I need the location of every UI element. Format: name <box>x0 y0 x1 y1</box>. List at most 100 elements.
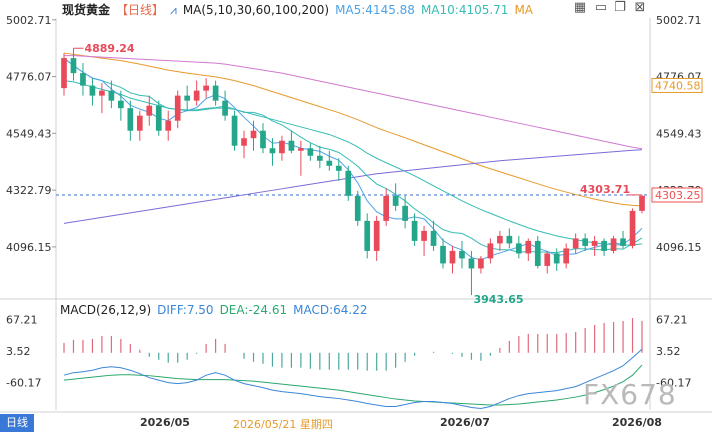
candle-body <box>553 253 560 264</box>
candle-body <box>534 240 541 266</box>
macd-diff: DIFF:7.50 <box>157 303 214 317</box>
candle-body <box>421 230 427 241</box>
price-axis-label: 4096.15 <box>6 241 52 254</box>
candle-body <box>610 238 617 251</box>
candle-body <box>127 108 134 131</box>
candle-body <box>241 138 247 146</box>
candle-body <box>639 195 645 211</box>
macd-label[interactable]: MACD(26,12,9) <box>60 303 152 317</box>
price-tag-box <box>651 77 703 93</box>
candle-body <box>572 238 579 249</box>
price-tag: 4303.25 <box>655 189 701 202</box>
dea-line <box>63 364 643 406</box>
candle-body <box>89 85 96 96</box>
indicator-icon[interactable]: ⩘ <box>170 3 177 17</box>
diff-line <box>63 348 643 410</box>
candle-body <box>591 240 598 246</box>
macd-axis-label: 3.52 <box>6 345 31 358</box>
price-axis-label: 4776.07 <box>6 71 52 84</box>
candle-body <box>326 160 333 166</box>
macd-axis-label-right: 67.21 <box>656 313 688 326</box>
date-label-jul: 2026/07 <box>440 416 490 429</box>
candle-body <box>316 155 323 161</box>
candle-body <box>136 115 143 131</box>
ma200-line <box>63 149 643 224</box>
price-axis-label: 5002.71 <box>6 14 52 27</box>
candle-body <box>506 235 513 244</box>
candle-body <box>269 148 276 154</box>
candle-body <box>563 248 570 264</box>
candle-body <box>392 195 399 206</box>
candle-body <box>99 90 105 96</box>
price-axis-label-right: 4549.43 <box>656 127 702 140</box>
candle-body <box>345 170 352 196</box>
price-axis-label-right: 4096.15 <box>656 241 702 254</box>
ma-more: MA <box>514 3 533 17</box>
candle-body <box>402 205 408 221</box>
macd-axis-label-right: 3.52 <box>656 345 681 358</box>
candle-body <box>298 148 304 151</box>
candle-body <box>449 250 456 264</box>
price-axis-label: 4322.79 <box>6 184 52 197</box>
candle-body <box>174 95 181 121</box>
watermark: FX678 <box>583 378 677 411</box>
candle-body <box>184 95 191 101</box>
candle-body <box>193 90 200 101</box>
candle-body <box>525 240 532 254</box>
candle-body <box>260 130 266 149</box>
candle-body <box>601 240 607 251</box>
candle-body <box>118 100 124 109</box>
candle-body <box>383 195 390 221</box>
candle-body <box>354 195 361 221</box>
low-annotation: 3943.65 <box>473 293 523 306</box>
candle-body <box>155 105 162 131</box>
close-icon[interactable]: ⊠ <box>634 0 646 15</box>
candle-body <box>411 220 418 241</box>
annotations: 4889.24 3943.65 4303.71 <box>73 42 642 306</box>
candle-body <box>582 238 588 246</box>
ma60-line <box>63 52 643 207</box>
candle-body <box>364 220 371 251</box>
candle-body <box>61 58 67 89</box>
date-label-aug: 2026/08 <box>612 416 662 429</box>
candle-body <box>459 250 465 259</box>
ma10-value: MA10:4105.71 <box>420 3 509 17</box>
candle-body <box>468 258 475 269</box>
last-annotation: 4303.71 <box>580 183 630 196</box>
ma-label[interactable]: MA(5,10,30,60,100,200) <box>182 3 330 17</box>
macd-value: MACD:64.22 <box>293 303 368 317</box>
candle-body <box>620 238 626 246</box>
minimize-icon[interactable]: ▭ <box>594 0 608 15</box>
date-label-may: 2026/05 <box>140 416 190 429</box>
macd-axis-label: 67.21 <box>6 313 38 326</box>
high-annotation: 4889.24 <box>84 42 134 55</box>
period-label[interactable]: 【日线】 <box>116 3 165 17</box>
candle-body <box>544 253 551 266</box>
candle-body <box>335 165 342 171</box>
ma10-line <box>63 57 643 254</box>
candle-body <box>487 243 494 259</box>
chart-header: 现货黄金 【日线】 ⩘ MA(5,10,30,60,100,200) MA5:4145.… <box>62 1 539 18</box>
ma100-line <box>64 55 643 150</box>
date-label-selected: 2026/05/21 星期四 <box>233 418 333 431</box>
macd-header: MACD(26,12,9) DIFF:7.50 DEA:-24.61 MACD:64.… <box>60 303 373 317</box>
symbol-name: 现货黄金 <box>62 3 111 17</box>
candle-body <box>430 230 437 246</box>
candle-body <box>250 130 257 139</box>
period-tab[interactable]: 日线 <box>0 414 34 432</box>
candle-body <box>146 105 153 116</box>
candle-body <box>108 90 115 101</box>
candle-body <box>440 245 446 264</box>
price-axis-label: 4549.43 <box>6 127 52 140</box>
price-axis-label-right: 5002.71 <box>656 14 702 27</box>
macd-axis-label: -60.17 <box>6 377 41 390</box>
macd-panel <box>63 318 643 410</box>
grid-icon[interactable]: ▦ <box>573 0 587 15</box>
candle-body <box>212 85 219 101</box>
restore-icon[interactable]: ❐ <box>614 0 626 15</box>
price-tag-box <box>651 187 703 203</box>
candle-body <box>373 220 380 251</box>
macd-axis-label-right: -60.17 <box>656 377 691 390</box>
